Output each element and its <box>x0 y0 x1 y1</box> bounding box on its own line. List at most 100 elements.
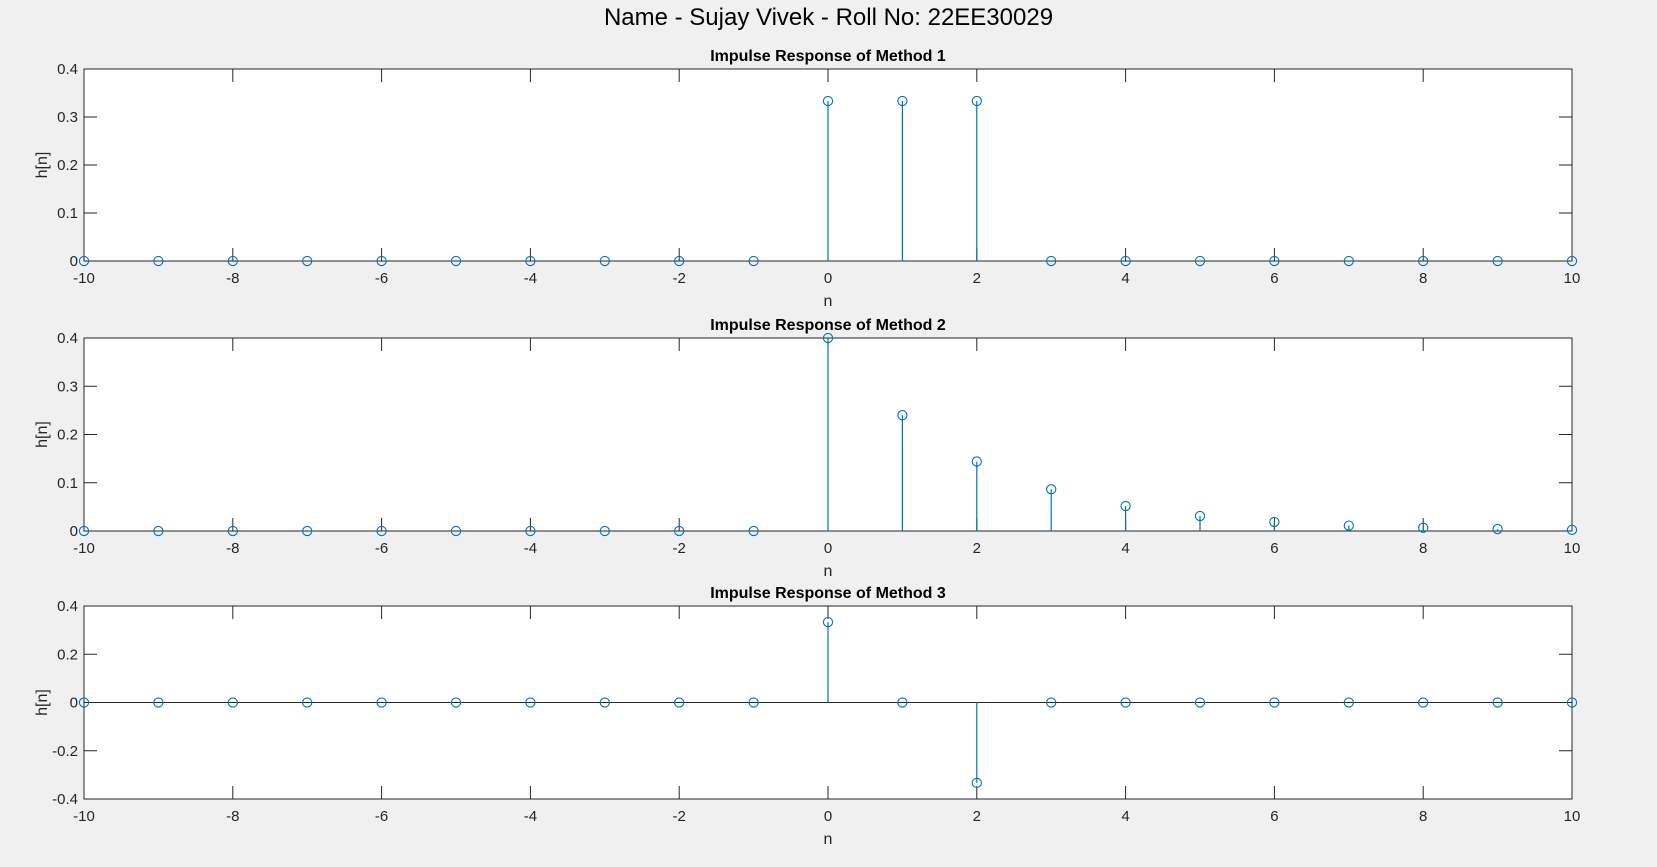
subplot-2: -10 -8 -6 -4 -2 0 2 4 6 8 10 0 0.1 0.2 0.3 0.4 Impulse R… <box>34 317 1580 580</box>
x-tick-label: -6 <box>375 808 388 825</box>
stem-marker <box>971 95 982 107</box>
x-tick-label: -2 <box>673 270 686 287</box>
x-tick-label: 4 <box>1121 270 1129 287</box>
stem-marker <box>376 255 387 267</box>
x-tick-label: 6 <box>1270 540 1278 557</box>
y-tick-label: 0.3 <box>57 109 78 126</box>
y-tick-label: 0.4 <box>57 330 78 347</box>
subplot-title: Impulse Response of Method 3 <box>710 585 946 602</box>
stem-marker <box>748 525 759 537</box>
stem-marker <box>748 697 759 708</box>
stem-marker <box>1046 255 1057 267</box>
subplot-1: -10 -8 -6 -4 -2 0 2 4 6 8 10 0 0.1 0.2 0.3 0.4 Impulse R… <box>34 48 1580 310</box>
y-axis-label: h[n] <box>34 689 51 716</box>
x-tick-label: 8 <box>1419 540 1427 557</box>
stem-marker <box>599 697 610 708</box>
stem-marker <box>1194 510 1206 522</box>
stem-marker <box>1120 697 1131 708</box>
stem-marker <box>153 697 164 708</box>
stem-marker <box>450 525 462 537</box>
x-tick-label: 6 <box>1270 270 1278 287</box>
stem-marker <box>674 525 685 537</box>
stem-marker <box>1566 697 1578 708</box>
x-tick-label: 10 <box>1564 540 1581 557</box>
stem-marker <box>525 255 536 267</box>
x-axis-label: n <box>824 831 833 848</box>
y-tick-label: 0.3 <box>57 378 78 395</box>
stem-marker <box>153 525 164 537</box>
stem-marker <box>897 697 908 708</box>
stem-marker <box>227 697 238 708</box>
x-tick-label: 0 <box>824 270 832 287</box>
stem-marker <box>971 777 982 789</box>
subplot-title: Impulse Response of Method 2 <box>710 317 946 334</box>
x-tick-label: -2 <box>673 540 686 557</box>
y-tick-label: -0.4 <box>52 791 78 808</box>
stem-marker <box>822 332 834 344</box>
stem-marker <box>897 410 908 421</box>
stem-marker <box>1194 697 1206 708</box>
y-tick-label: 0.2 <box>57 427 78 444</box>
x-tick-label: -8 <box>226 270 239 287</box>
x-tick-label: 10 <box>1564 270 1581 287</box>
stem-marker <box>1343 520 1354 531</box>
subplot-title: Impulse Response of Method 1 <box>710 48 946 65</box>
stem-marker <box>1120 500 1131 512</box>
y-tick-label: 0 <box>70 523 78 540</box>
x-tick-label: -10 <box>73 270 95 287</box>
x-tick-label: 4 <box>1121 808 1129 825</box>
x-tick-label: 8 <box>1419 808 1427 825</box>
x-tick-label: 4 <box>1121 540 1129 557</box>
stem-marker <box>1418 522 1429 533</box>
stem-marker <box>78 697 90 708</box>
stem-marker <box>302 525 313 537</box>
stem-marker <box>1194 255 1206 267</box>
x-tick-label: 0 <box>824 540 832 557</box>
y-tick-label: 0 <box>70 695 78 712</box>
stem-marker <box>674 255 685 267</box>
x-tick-label: -4 <box>524 540 537 557</box>
stem-marker <box>1269 516 1280 528</box>
y-tick-label: 0.2 <box>57 646 78 663</box>
stem-marker <box>1120 255 1131 267</box>
stem-marker <box>1492 523 1503 535</box>
x-tick-label: -4 <box>524 270 537 287</box>
stem-marker <box>1046 697 1057 708</box>
stem-marker <box>302 255 313 267</box>
subplot-3: -10 -8 -6 -4 -2 0 2 4 6 8 10 -0.4 -0.2 0 0.2 0.4 Impulse… <box>34 585 1580 848</box>
stem-marker <box>153 255 164 267</box>
stem-marker <box>525 697 536 708</box>
stem-marker <box>822 616 834 628</box>
y-tick-label: -0.2 <box>52 743 78 760</box>
stem-marker <box>971 456 982 467</box>
stem-marker <box>450 697 462 708</box>
y-axis-label: h[n] <box>34 421 51 448</box>
x-tick-label: -6 <box>375 540 388 557</box>
stem-marker <box>1343 697 1354 708</box>
stem-marker <box>1046 484 1057 495</box>
x-tick-label: -8 <box>226 540 239 557</box>
y-axis-label: h[n] <box>34 152 51 179</box>
stem-marker <box>1343 255 1354 267</box>
stem-marker <box>1269 255 1280 267</box>
x-axis-label: n <box>824 563 833 580</box>
stem-marker <box>525 525 536 537</box>
stem-marker <box>897 95 908 107</box>
stem-marker <box>748 255 759 267</box>
stem-marker <box>674 697 685 708</box>
y-tick-label: 0.1 <box>57 205 78 222</box>
stem-marker <box>1492 255 1503 267</box>
x-tick-label: -10 <box>73 540 95 557</box>
stem-marker <box>376 525 387 537</box>
x-tick-label: 6 <box>1270 808 1278 825</box>
x-tick-label: -6 <box>375 270 388 287</box>
stem-marker <box>1269 697 1280 708</box>
stem-marker <box>227 525 238 537</box>
stem-marker <box>599 255 610 267</box>
stem-marker <box>1492 697 1503 708</box>
x-tick-label: 10 <box>1564 808 1581 825</box>
x-axis-label: n <box>824 293 833 310</box>
stem-marker <box>599 525 610 537</box>
